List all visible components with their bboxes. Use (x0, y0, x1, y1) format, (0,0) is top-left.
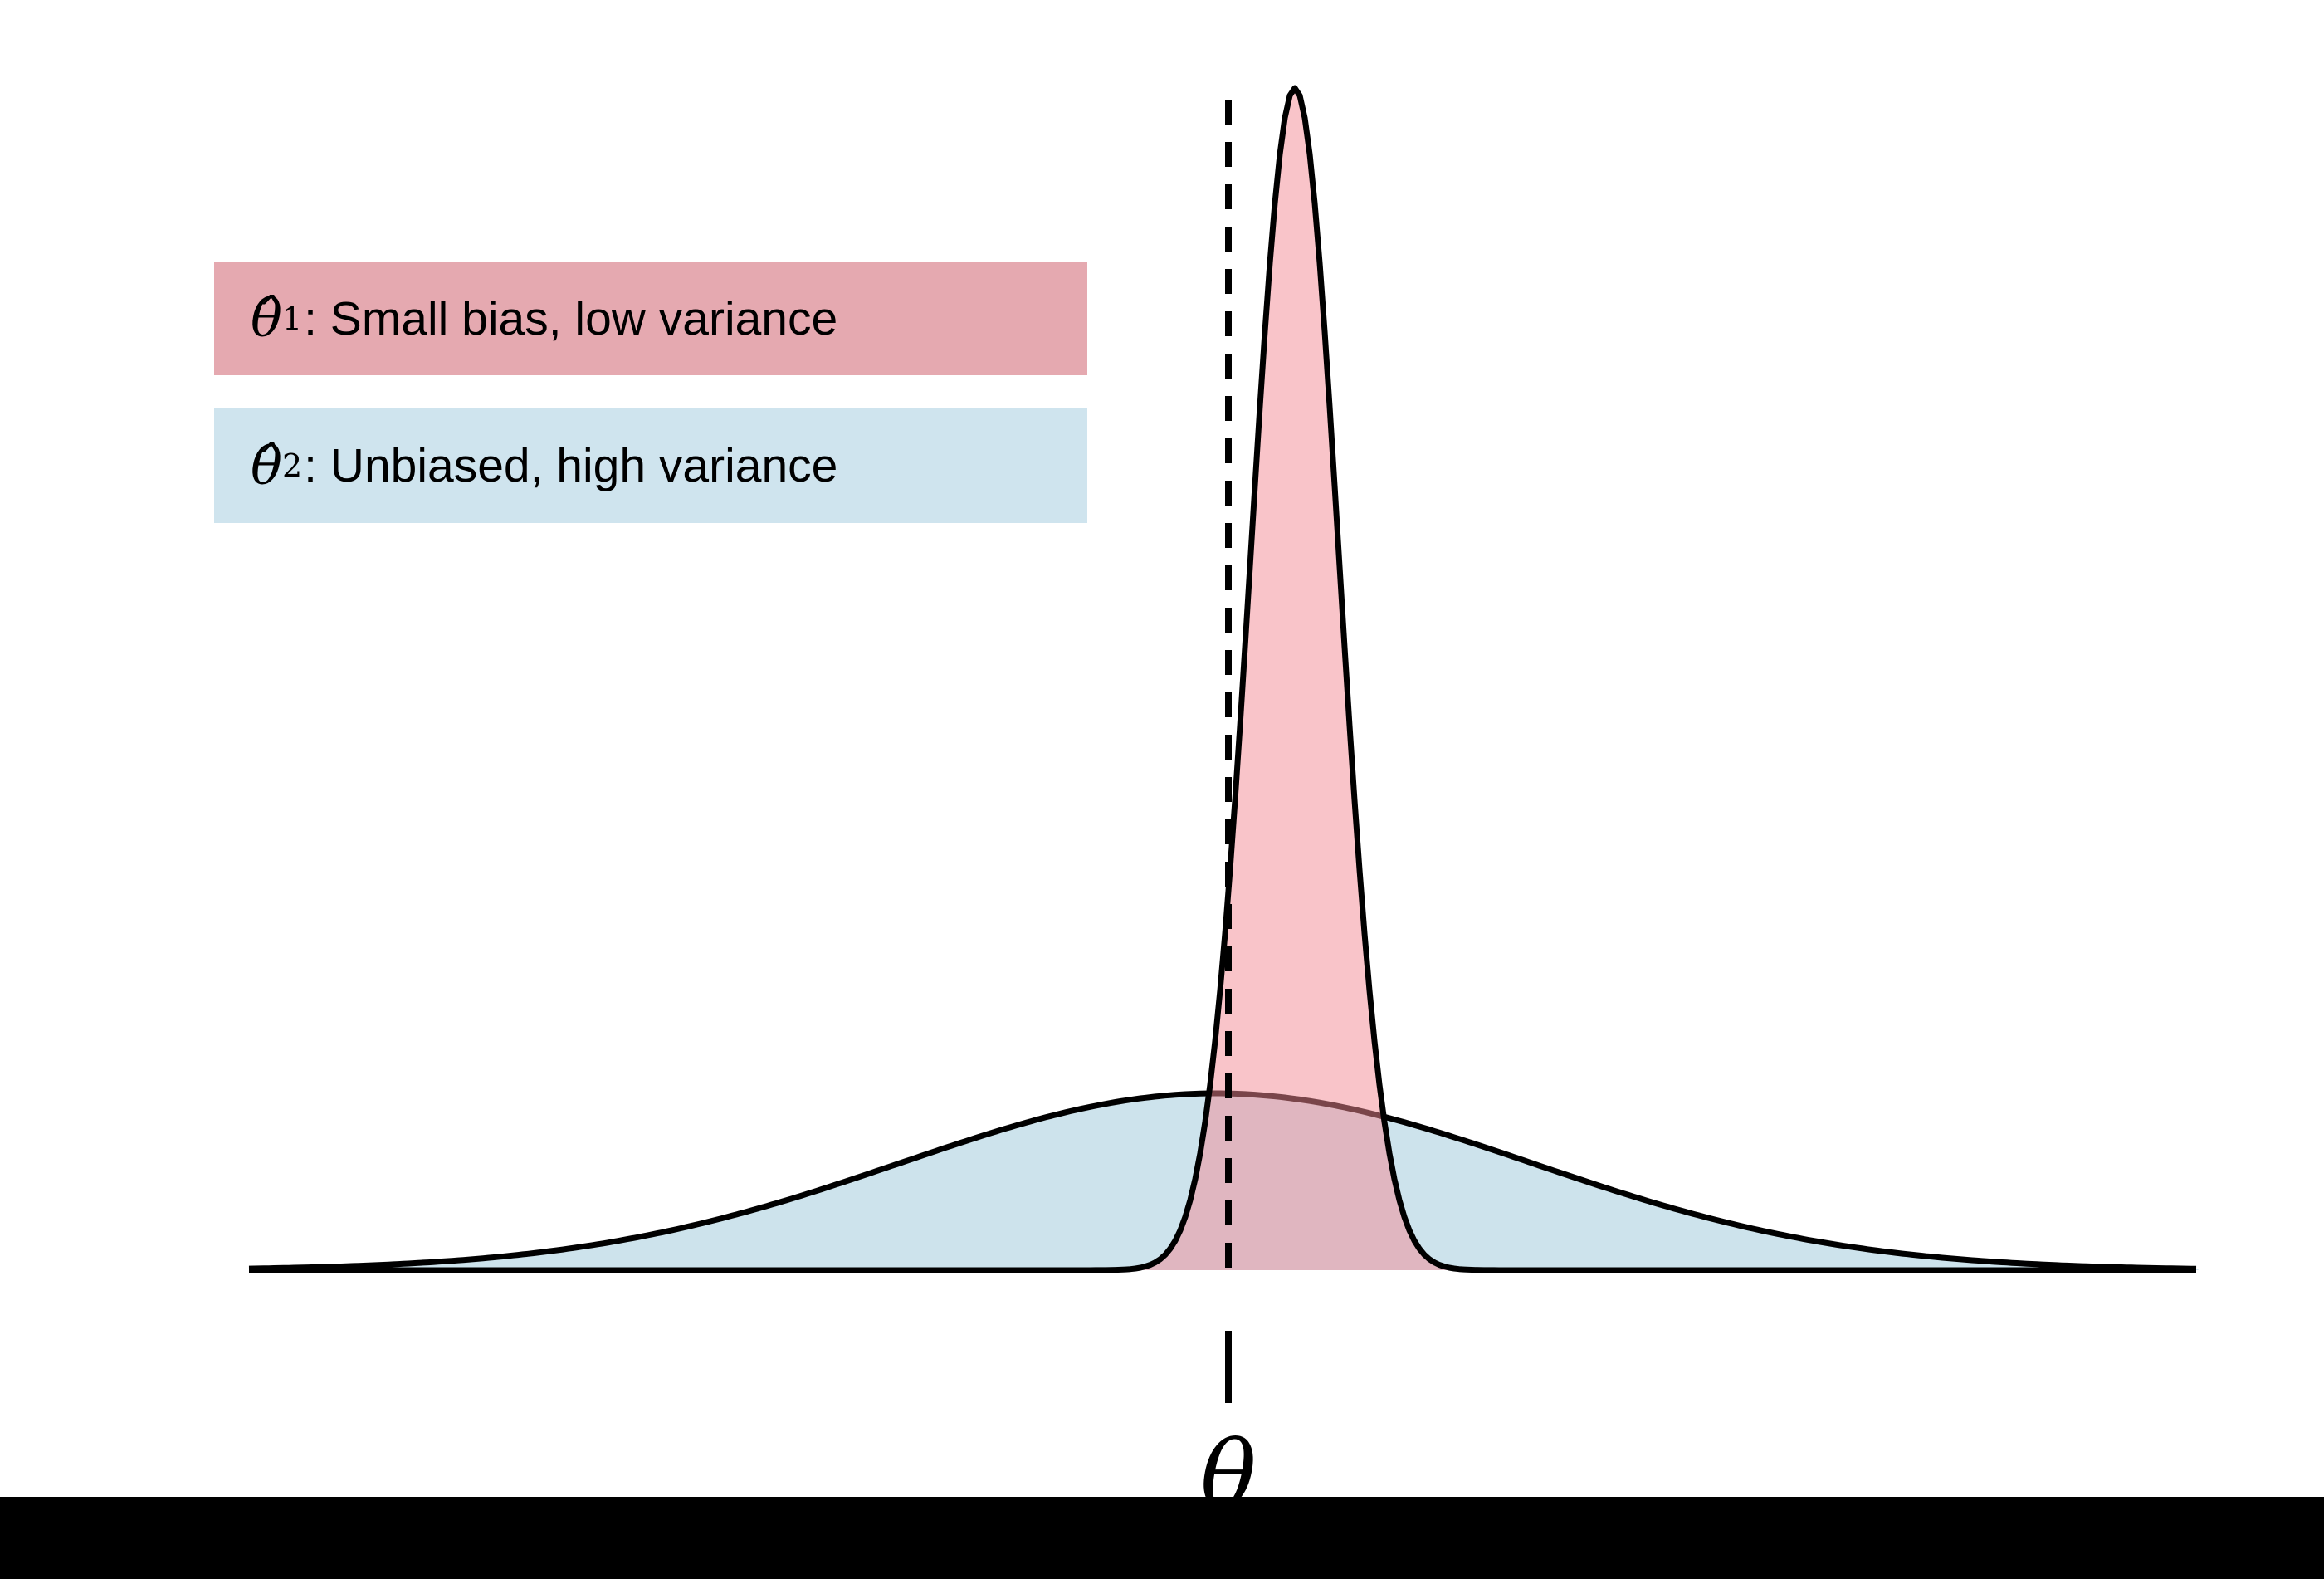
red-estimator-curve-outline (249, 85, 2196, 1273)
bottom-black-bar (0, 1497, 2324, 1579)
theta2-subscript: 2 (281, 447, 303, 484)
legend-item-theta2-unbiased-high-variance: θ̂ 2: Unbiased, high variance (214, 408, 1087, 523)
legend-label-text: : Unbiased, high variance (304, 439, 838, 492)
theta2-hat-symbol: θ̂ (251, 435, 282, 496)
red-estimator-curve-fill (249, 88, 2200, 1270)
legend-label-text: : Small bias, low variance (304, 291, 838, 345)
theta1-hat-symbol: θ̂ (251, 288, 282, 349)
legend-item-theta1-small-bias-low-variance: θ̂ 1: Small bias, low variance (214, 262, 1087, 375)
theta1-subscript: 1 (281, 300, 303, 337)
